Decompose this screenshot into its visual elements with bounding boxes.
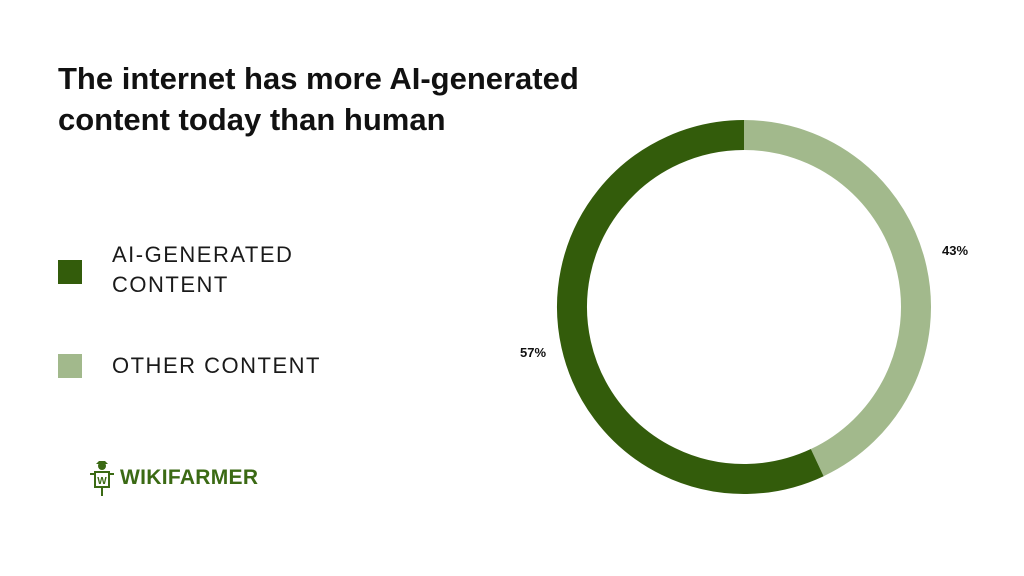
donut-slice-other-content bbox=[743, 120, 931, 477]
legend-swatch-other bbox=[58, 354, 82, 378]
scarecrow-icon: W bbox=[90, 461, 114, 496]
legend-label-ai-generated: AI-GENERATED CONTENT bbox=[112, 242, 294, 297]
donut-chart: 43% 57% bbox=[520, 120, 968, 494]
brand-logo: W WIKIFARMER bbox=[88, 458, 258, 498]
brand-logo-letter: W bbox=[97, 476, 107, 487]
legend-swatch-ai-generated bbox=[58, 260, 82, 284]
donut-slice-ai-generated-content bbox=[557, 120, 824, 494]
chart-title: The internet has more AI-generated conte… bbox=[58, 61, 579, 137]
brand-name: WIKIFARMER bbox=[120, 466, 259, 489]
donut-label-ai-generated-content: 57% bbox=[520, 345, 546, 360]
legend-label-other: OTHER CONTENT bbox=[112, 353, 321, 378]
donut-label-other-content: 43% bbox=[942, 243, 968, 258]
